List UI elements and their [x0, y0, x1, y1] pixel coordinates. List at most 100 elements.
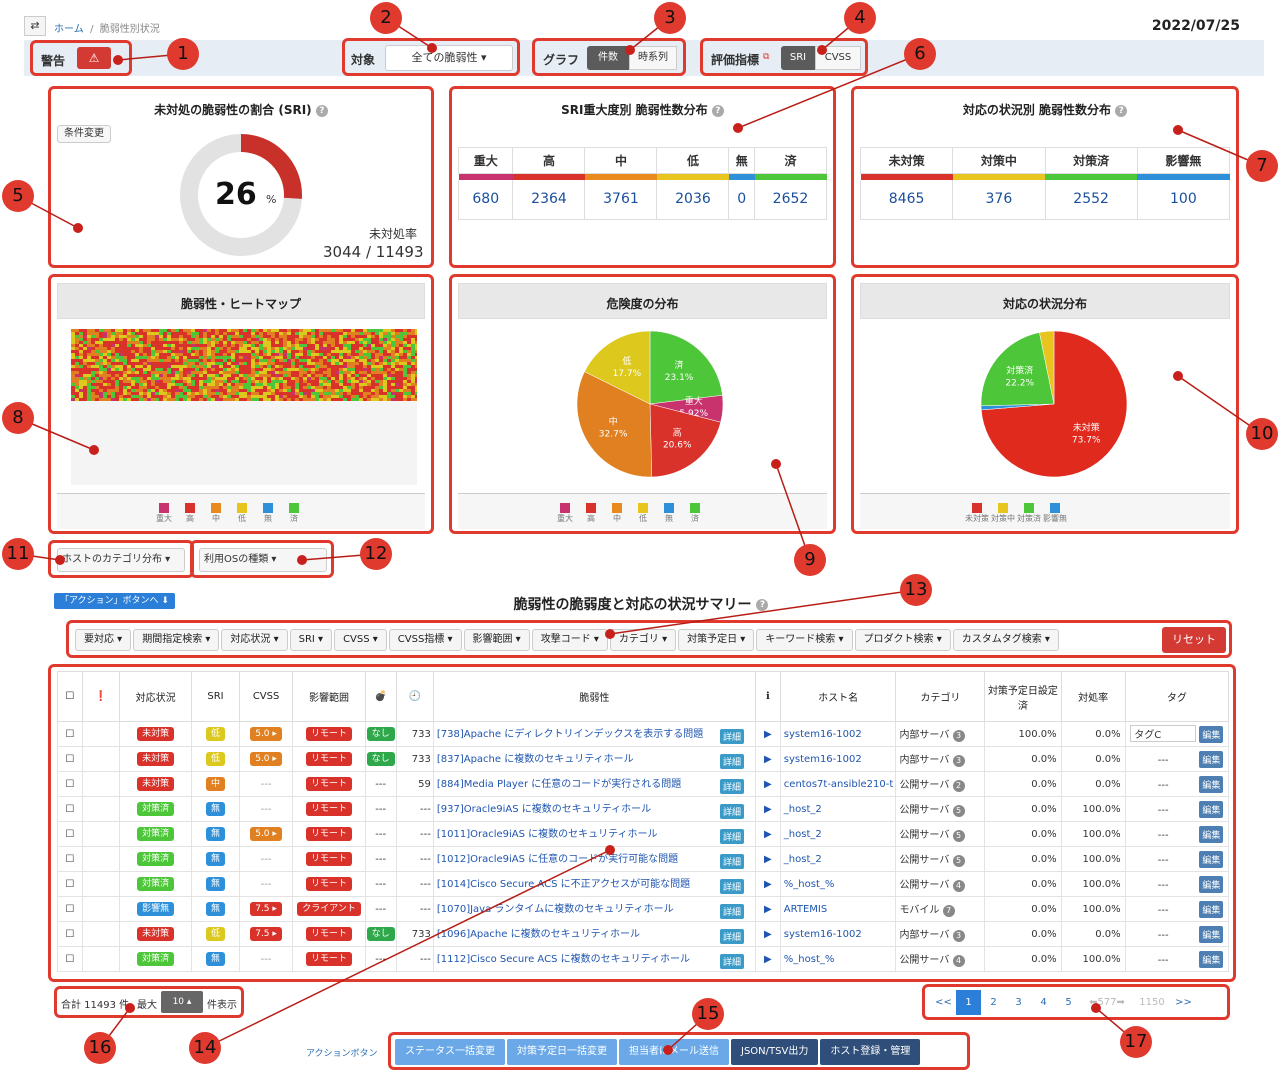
- help-icon[interactable]: ?: [756, 599, 769, 611]
- cvss-cell[interactable]: ---: [238, 946, 294, 972]
- status-value[interactable]: 8465: [859, 179, 954, 220]
- open-icon[interactable]: ▶: [755, 746, 781, 772]
- host-link[interactable]: _host_2: [779, 796, 897, 822]
- host-link[interactable]: system16-1002: [779, 921, 897, 947]
- page-link[interactable]: ⬅577➡: [1089, 997, 1125, 1008]
- row-checkbox[interactable]: ☐: [57, 771, 83, 797]
- filter-button[interactable]: キーワード検索 ▾: [756, 629, 853, 651]
- page-link[interactable]: 3: [1015, 997, 1022, 1008]
- host-link[interactable]: centos7t-ansible210-t: [779, 771, 897, 797]
- vulnerability-link[interactable]: [1011]Oracle9iAS に複数のセキュリティホール 詳細: [432, 821, 757, 847]
- severity-value[interactable]: 2364: [512, 179, 586, 220]
- reset-button[interactable]: リセット: [1162, 627, 1226, 653]
- action-button[interactable]: 対策予定日一括変更: [507, 1039, 617, 1065]
- filter-button[interactable]: 影響範囲 ▾: [463, 629, 530, 651]
- cvss-cell[interactable]: 7.5 ▸: [238, 921, 294, 947]
- action-button[interactable]: JSON/TSV出力: [731, 1039, 819, 1065]
- metric-sri-toggle[interactable]: SRI: [781, 46, 815, 70]
- tag-column-header[interactable]: タグ: [1124, 671, 1230, 722]
- host-link[interactable]: %_host_%: [779, 871, 897, 897]
- host-link[interactable]: %_host_%: [779, 946, 897, 972]
- host-link[interactable]: system16-1002: [779, 721, 897, 747]
- cvss-cell[interactable]: 5.0 ▸: [238, 721, 294, 747]
- help-icon[interactable]: ?: [315, 104, 328, 117]
- page-link[interactable]: 4: [1040, 997, 1047, 1008]
- vulnerability-link[interactable]: [1070]Java ランタイムに複数のセキュリティホール 詳細: [432, 896, 757, 922]
- filter-button[interactable]: 要対応 ▾: [75, 629, 132, 651]
- page-size-select[interactable]: 10 ▴: [161, 991, 203, 1013]
- graph-count-toggle[interactable]: 件数: [587, 46, 629, 70]
- page-link[interactable]: <<: [935, 997, 952, 1008]
- help-icon[interactable]: ?: [1115, 104, 1128, 117]
- severity-value[interactable]: 2036: [656, 179, 730, 220]
- filter-button[interactable]: 攻撃コード ▾: [531, 629, 608, 651]
- page-link[interactable]: 5: [1065, 997, 1072, 1008]
- action-button[interactable]: ホスト登録・管理: [820, 1039, 921, 1065]
- swap-icon[interactable]: ⇄: [24, 16, 46, 36]
- filter-button[interactable]: CVSS ▾: [334, 629, 387, 651]
- filter-button[interactable]: 対策予定日 ▾: [678, 629, 755, 651]
- severity-value[interactable]: 3761: [584, 179, 658, 220]
- page-link[interactable]: 1: [956, 990, 981, 1015]
- open-icon[interactable]: ▶: [755, 896, 781, 922]
- row-checkbox[interactable]: ☐: [57, 821, 83, 847]
- host-category-select[interactable]: ホストのカテゴリ分布 ▾: [57, 548, 185, 572]
- cvss-column-header[interactable]: CVSS: [238, 671, 294, 722]
- vulnerability-link[interactable]: [1096]Apache に複数のセキュリティホール 詳細: [432, 921, 757, 947]
- vulnerability-link[interactable]: [738]Apache にディレクトリインデックスを表示する問題 詳細: [432, 721, 757, 747]
- jump-to-action-button[interactable]: 「アクション」ボタンへ ⬇: [54, 593, 175, 609]
- open-icon[interactable]: ▶: [755, 846, 781, 872]
- row-checkbox[interactable]: ☐: [57, 896, 83, 922]
- vulnerability-link[interactable]: [1012]Oracle9iAS に任意のコードが実行可能な問題 詳細: [432, 846, 757, 872]
- open-icon[interactable]: ▶: [755, 721, 781, 747]
- severity-value[interactable]: 680: [457, 179, 514, 220]
- cvss-cell[interactable]: ---: [238, 771, 294, 797]
- filter-button[interactable]: CVSS指標 ▾: [388, 629, 462, 651]
- vulnerability-link[interactable]: [1014]Cisco Secure ACS に不正アクセスが可能な問題 詳細: [432, 871, 757, 897]
- severity-value[interactable]: 2652: [754, 179, 827, 220]
- cvss-cell[interactable]: 5.0 ▸: [238, 746, 294, 772]
- open-icon[interactable]: ▶: [755, 921, 781, 947]
- filter-button[interactable]: カスタムタグ検索 ▾: [952, 629, 1059, 651]
- severity-value[interactable]: 0: [728, 179, 755, 220]
- vulnerability-link[interactable]: [837]Apache に複数のセキュリティホール 詳細: [432, 746, 757, 772]
- plan-column-header[interactable]: 対策予定日設定済: [984, 671, 1062, 722]
- cvss-cell[interactable]: 7.5 ▸: [238, 896, 294, 922]
- sri-column-header[interactable]: SRI: [191, 671, 240, 722]
- status-value[interactable]: 2552: [1044, 179, 1138, 220]
- host-link[interactable]: system16-1002: [779, 746, 897, 772]
- host-link[interactable]: _host_2: [779, 846, 897, 872]
- row-checkbox[interactable]: ☐: [57, 921, 83, 947]
- warning-icon[interactable]: ⚠: [77, 47, 111, 69]
- status-value[interactable]: 100: [1136, 179, 1231, 220]
- filter-button[interactable]: カテゴリ ▾: [609, 629, 677, 651]
- page-link[interactable]: 2: [990, 997, 997, 1008]
- row-checkbox[interactable]: ☐: [57, 846, 83, 872]
- select-all-checkbox[interactable]: ☐: [57, 671, 83, 722]
- status-value[interactable]: 376: [952, 179, 1046, 220]
- filter-button[interactable]: 期間指定検索 ▾: [133, 629, 220, 651]
- open-icon[interactable]: ▶: [755, 771, 781, 797]
- host-link[interactable]: ARTEMIS: [779, 896, 897, 922]
- condition-change-button[interactable]: 条件変更: [57, 125, 111, 143]
- open-icon[interactable]: ▶: [755, 946, 781, 972]
- vulnerability-link[interactable]: [884]Media Player に任意のコードが実行される問題 詳細: [432, 771, 757, 797]
- breadcrumb-home[interactable]: ホーム: [54, 24, 84, 35]
- filter-button[interactable]: 対応状況 ▾: [221, 629, 288, 651]
- host-column-header[interactable]: ホスト名: [779, 671, 897, 722]
- row-checkbox[interactable]: ☐: [57, 721, 83, 747]
- graph-time-toggle[interactable]: 時系列: [629, 46, 677, 70]
- filter-button[interactable]: SRI ▾: [289, 629, 333, 651]
- row-checkbox[interactable]: ☐: [57, 871, 83, 897]
- filter-button[interactable]: プロダクト検索 ▾: [854, 629, 951, 651]
- page-link[interactable]: 1150: [1139, 997, 1165, 1008]
- row-checkbox[interactable]: ☐: [57, 946, 83, 972]
- action-button[interactable]: ステータス一括変更: [395, 1039, 505, 1065]
- rate-column-header[interactable]: 対処率: [1060, 671, 1126, 722]
- target-select[interactable]: 全ての脆弱性 ▾: [385, 45, 513, 71]
- scope-column-header[interactable]: 影響範囲: [292, 671, 366, 722]
- cvss-cell[interactable]: ---: [238, 871, 294, 897]
- open-icon[interactable]: ▶: [755, 871, 781, 897]
- cvss-cell[interactable]: ---: [238, 796, 294, 822]
- help-icon[interactable]: ?: [711, 104, 724, 117]
